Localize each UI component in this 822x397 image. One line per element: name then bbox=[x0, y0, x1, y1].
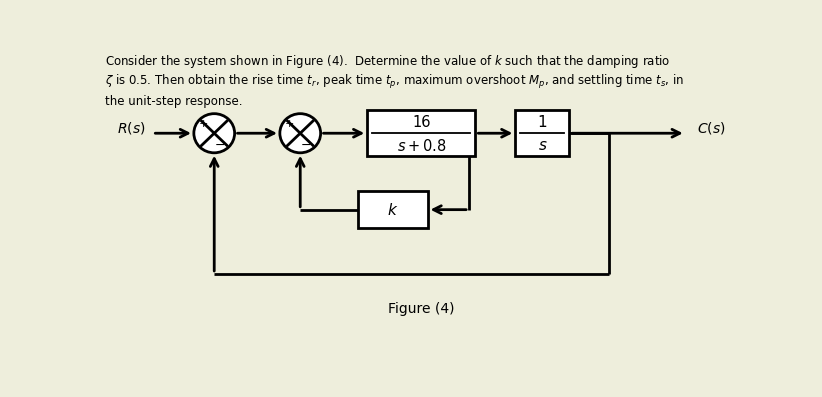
Text: $R(s)$: $R(s)$ bbox=[118, 120, 145, 136]
Text: +: + bbox=[284, 119, 293, 129]
Text: $C(s)$: $C(s)$ bbox=[697, 120, 725, 136]
Text: $k$: $k$ bbox=[387, 202, 399, 218]
Bar bbox=[367, 110, 475, 156]
Text: $s +0.8$: $s +0.8$ bbox=[396, 137, 446, 154]
Text: +: + bbox=[198, 119, 208, 129]
Text: 1: 1 bbox=[538, 115, 547, 129]
Bar bbox=[358, 191, 427, 228]
Text: Consider the system shown in Figure (4).  Determine the value of $k$ such that t: Consider the system shown in Figure (4).… bbox=[105, 52, 671, 69]
Text: the unit-step response.: the unit-step response. bbox=[105, 95, 242, 108]
Text: −: − bbox=[215, 139, 225, 152]
Text: Figure (4): Figure (4) bbox=[388, 302, 455, 316]
Text: 16: 16 bbox=[412, 115, 431, 129]
Text: $s$: $s$ bbox=[538, 137, 547, 152]
Circle shape bbox=[279, 114, 321, 153]
Circle shape bbox=[194, 114, 234, 153]
Text: $\zeta$ is 0.5. Then obtain the rise time $t_r$, peak time $t_p$, maximum oversh: $\zeta$ is 0.5. Then obtain the rise tim… bbox=[105, 73, 684, 91]
Bar bbox=[515, 110, 570, 156]
Text: −: − bbox=[301, 139, 312, 152]
